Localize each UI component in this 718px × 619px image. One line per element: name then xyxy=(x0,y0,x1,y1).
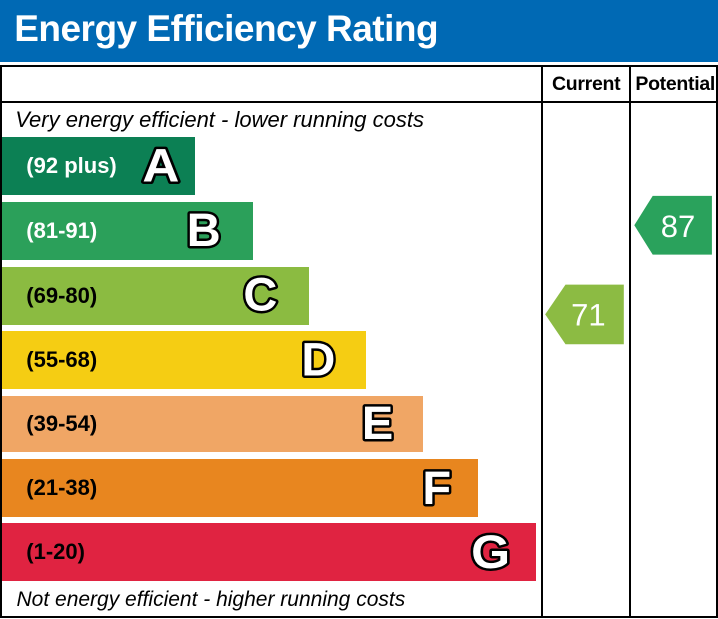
svg-text:E: E xyxy=(362,396,393,449)
svg-text:87: 87 xyxy=(661,209,695,244)
svg-text:71: 71 xyxy=(571,297,605,332)
svg-text:C: C xyxy=(243,268,277,321)
svg-text:A: A xyxy=(142,138,179,191)
svg-text:F: F xyxy=(422,461,451,514)
svg-text:G: G xyxy=(471,525,510,578)
svg-text:B: B xyxy=(187,203,221,256)
svg-text:D: D xyxy=(301,332,335,385)
